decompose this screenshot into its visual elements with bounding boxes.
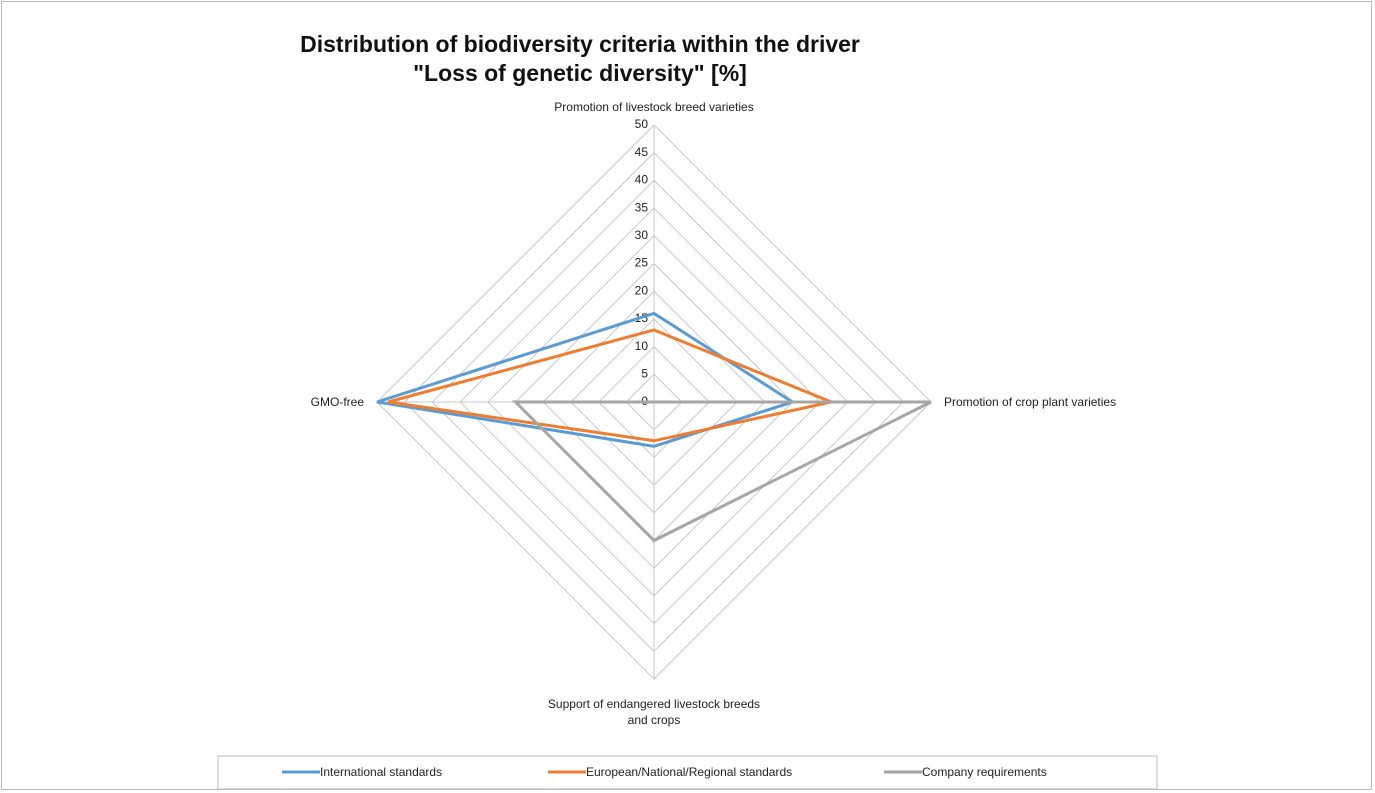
- legend-label: European/National/Regional standards: [586, 765, 792, 779]
- legend-label: Company requirements: [922, 765, 1047, 779]
- tick-label: 40: [635, 173, 649, 187]
- tick-label: 35: [635, 200, 649, 214]
- category-label: Promotion of crop plant varieties: [944, 395, 1117, 409]
- tick-label: 10: [635, 339, 649, 353]
- legend-label: International standards: [320, 765, 442, 779]
- tick-label: 25: [635, 256, 649, 270]
- tick-label: 50: [635, 117, 649, 131]
- tick-label: 45: [635, 145, 649, 159]
- series-line: [511, 400, 932, 543]
- series-line: [376, 311, 796, 448]
- legend-box: [217, 755, 1158, 790]
- category-label: Support of endangered livestock breeds a…: [547, 697, 761, 727]
- category-label: Promotion of livestock breed varieties: [554, 100, 754, 114]
- tick-label: 5: [641, 366, 648, 380]
- series-line: [387, 328, 837, 443]
- chart-title: Distribution of biodiversity criteria wi…: [300, 31, 860, 86]
- tick-label: 20: [635, 283, 649, 297]
- category-label: GMO-free: [310, 395, 364, 409]
- tick-label: 30: [635, 228, 649, 242]
